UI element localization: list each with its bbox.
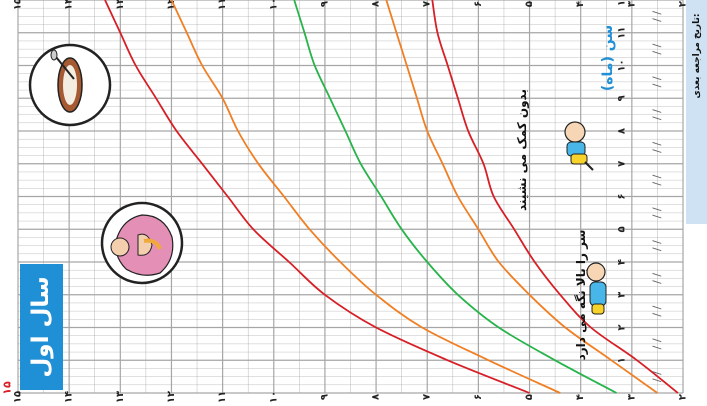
next-visit-panel — [686, 0, 707, 224]
next-visit-date[interactable]: / / — [651, 371, 664, 382]
next-visit-date[interactable]: / / — [651, 273, 664, 284]
next-visit-dates: / / / / / / / / / / / / / / / / / / / / / / / / — [651, 11, 664, 382]
growth-curve-2 — [385, 0, 658, 394]
weight-tick-label: ۴ — [575, 1, 586, 7]
weight-tick-label: ۱۰ — [268, 0, 279, 10]
weight-tick-label: ۱۲ — [166, 391, 177, 403]
age-tick-label: ۶ — [617, 193, 628, 199]
weight-tick-label: ۹ — [319, 394, 330, 400]
weight-tick-label: ۶ — [473, 394, 484, 400]
age-tick-label: ۱۱ — [617, 27, 628, 39]
year-title: سال اول — [28, 276, 54, 377]
next-visit-date[interactable]: / / — [651, 11, 664, 22]
next-visit-date[interactable]: / / — [651, 142, 664, 153]
next-visit-date[interactable]: / / — [651, 338, 664, 349]
weight-tick-label: ۵ — [524, 394, 535, 400]
milestone-head-label: سر را بالا نگه می دارد — [574, 230, 588, 361]
age-tick-label: ۱۲ — [617, 0, 628, 6]
weight-tick-label: ۱۳ — [115, 0, 126, 10]
age-tick-label: ۴ — [617, 259, 628, 265]
growth-curve-4 — [170, 0, 561, 394]
weight-tick-label: ۱۰ — [268, 391, 279, 403]
next-visit-date[interactable]: / / — [651, 76, 664, 87]
next-visit-date[interactable]: / / — [651, 109, 664, 120]
age-tick-label: ۳ — [617, 292, 628, 298]
next-visit-date[interactable]: / / — [651, 43, 664, 54]
weight-tick-label: ۹ — [319, 1, 330, 7]
chart-grid — [17, 0, 684, 394]
next-visit-date[interactable]: / / — [651, 305, 664, 316]
weight-tick-label: ۶ — [473, 1, 484, 7]
weight-tick-label: ۵ — [524, 1, 535, 7]
weight-tick-label: ۳ — [626, 1, 637, 7]
age-tick-label: ۲ — [617, 324, 628, 330]
weight-tick-label: ۴ — [575, 394, 586, 400]
weight-tick-label: ۱۴ — [64, 391, 75, 403]
weight-tick-label: ۱۵ — [13, 391, 24, 403]
weight-tick-label: ۱۱ — [217, 391, 228, 403]
page-number: ۱۵ — [1, 381, 14, 395]
age-tick-label: ۵ — [617, 226, 628, 232]
sitting-baby-icon — [564, 121, 594, 171]
age-tick-label: ۱۰ — [617, 59, 628, 71]
growth-curve-3 — [293, 0, 617, 394]
bowl-icon — [28, 43, 112, 127]
weight-tick-label: ۱۳ — [115, 391, 126, 403]
tummy-time-baby-icon — [586, 262, 607, 315]
growth-curve-5 — [104, 0, 530, 394]
next-visit-date[interactable]: / / — [651, 174, 664, 185]
weight-tick-label: ۸ — [371, 1, 382, 7]
age-tick-label: ۱ — [617, 357, 628, 363]
age-axis-label: سن (ماه) — [600, 25, 616, 91]
next-visit-label: تاریخ مراجعه بعدی: — [692, 14, 702, 99]
weight-tick-label: ۱۱ — [217, 0, 228, 10]
age-tick-label: ۷ — [617, 161, 628, 167]
weight-tick-label: ۷ — [422, 1, 433, 7]
weight-tick-label: ۷ — [422, 394, 433, 400]
age-tick-label: ۸ — [617, 128, 628, 134]
weight-tick-label: ۱۵ — [13, 0, 24, 10]
weight-tick-label: ۱۴ — [64, 0, 75, 10]
weight-tick-label: ۸ — [371, 394, 382, 400]
weight-tick-label: ۱۲ — [166, 0, 177, 10]
milestone-sit-label: بدون کمک می نشیند — [515, 89, 530, 211]
mother-breastfeeding-icon — [100, 201, 184, 285]
year-title-bar — [20, 264, 63, 390]
growth-curve-1 — [431, 0, 679, 394]
next-visit-date[interactable]: / / — [651, 240, 664, 251]
next-visit-date[interactable]: / / — [651, 207, 664, 218]
weight-tick-label: ۳ — [626, 394, 637, 400]
growth-curves — [104, 0, 679, 394]
weight-tick-label: ۲ — [678, 1, 689, 7]
weight-tick-label: ۲ — [678, 394, 689, 400]
age-tick-label: ۹ — [617, 95, 628, 101]
